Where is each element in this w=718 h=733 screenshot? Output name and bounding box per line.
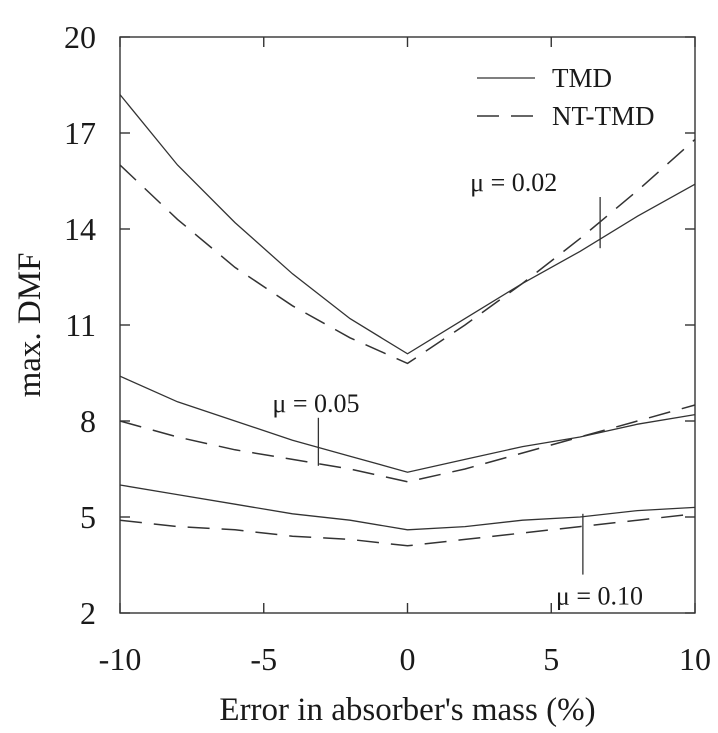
- legend-label-tmd: TMD: [552, 63, 612, 93]
- x-tick-label: -5: [250, 641, 277, 677]
- legend: TMD NT-TMD: [477, 63, 655, 131]
- annotation-mu-002: μ = 0.02: [470, 168, 557, 197]
- y-tick-label: 14: [64, 211, 96, 247]
- y-tick-label: 17: [64, 115, 96, 151]
- x-axis-label: Error in absorber's mass (%): [219, 692, 595, 728]
- y-tick-label: 8: [80, 403, 96, 439]
- annotation-mu-005: μ = 0.05: [272, 389, 359, 418]
- axis-ticks: 2 5 8 11 14 17 20 -10 -5 0 5 10: [64, 19, 711, 677]
- series-line-nt-tmd-0-05: [119, 404, 696, 483]
- x-tick-label: 5: [543, 641, 559, 677]
- y-tick-label: 2: [80, 595, 96, 631]
- series-layer: [119, 94, 696, 547]
- series-line-nt-tmd-0-10: [119, 513, 696, 547]
- y-tick-label: 20: [64, 19, 96, 55]
- series-line-tmd-0-02: [119, 94, 696, 355]
- annotation-pointers: [317, 197, 601, 575]
- legend-label-nt-tmd: NT-TMD: [552, 101, 655, 131]
- y-tick-label: 5: [80, 499, 96, 535]
- y-tick-label: 11: [65, 307, 96, 343]
- series-line-tmd-0-05: [119, 375, 696, 473]
- x-tick-label: 0: [400, 641, 416, 677]
- annotation-mu-010: μ = 0.10: [556, 582, 643, 611]
- y-axis-label: max. DMF: [12, 253, 48, 398]
- x-tick-label: 10: [679, 641, 711, 677]
- series-line-tmd-0-10: [119, 484, 696, 531]
- series-line-nt-tmd-0-02: [119, 138, 696, 365]
- x-tick-label: -10: [99, 641, 142, 677]
